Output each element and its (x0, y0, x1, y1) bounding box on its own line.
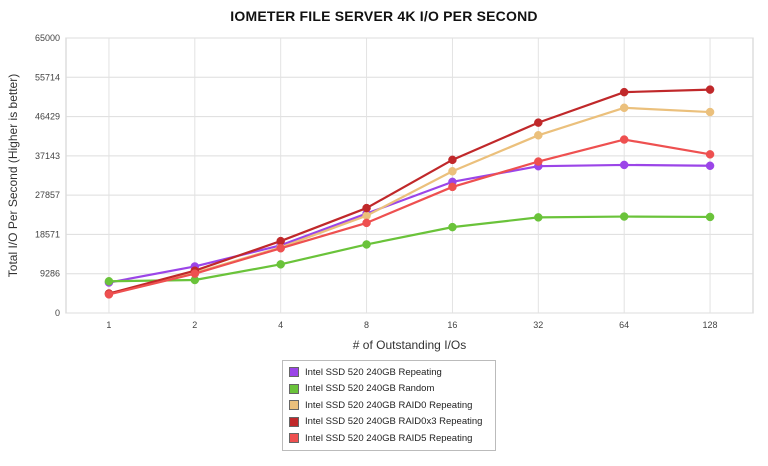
data-point (448, 155, 457, 165)
x-tick-label: 8 (364, 320, 369, 330)
legend-item: Intel SSD 520 240GB RAID0x3 Repeating (289, 414, 489, 431)
data-point (619, 87, 629, 97)
data-point (705, 161, 715, 171)
x-tick-label: 4 (278, 320, 283, 330)
y-tick-label: 0 (55, 308, 60, 318)
legend-item: Intel SSD 520 240GB RAID5 Repeating (289, 430, 489, 447)
x-tick-label: 128 (703, 320, 718, 330)
data-point (705, 212, 715, 222)
legend-label: Intel SSD 520 240GB Random (305, 383, 435, 395)
legend-swatch (289, 433, 299, 444)
legend-label: Intel SSD 520 240GB Repeating (305, 366, 442, 378)
y-tick-label: 18571 (35, 229, 60, 239)
y-tick-label: 46429 (35, 112, 60, 122)
data-point (448, 222, 457, 232)
x-tick-label: 64 (619, 320, 629, 330)
data-point (362, 203, 371, 213)
x-axis-title: # of Outstanding I/Os (353, 338, 466, 352)
legend-swatch (289, 416, 299, 427)
series-line (108, 163, 711, 284)
legend-label: Intel SSD 520 240GB RAID0 Repeating (305, 399, 473, 411)
data-point (619, 135, 629, 144)
data-point (619, 212, 629, 221)
data-point (362, 211, 371, 220)
data-point (534, 131, 543, 140)
legend-item: Intel SSD 520 240GB Repeating (289, 364, 489, 381)
data-point (448, 182, 457, 192)
data-point (534, 118, 543, 127)
data-point (362, 240, 371, 249)
data-point (190, 269, 200, 278)
x-tick-label: 2 (192, 320, 197, 330)
data-point (276, 244, 285, 253)
legend-item: Intel SSD 520 240GB Random (289, 381, 489, 398)
legend-swatch (289, 400, 299, 411)
y-tick-label: 37143 (35, 151, 60, 161)
data-point (276, 260, 285, 269)
plot-frame (65, 37, 754, 314)
y-tick-label: 55714 (35, 72, 60, 82)
legend: Intel SSD 520 240GB Repeating Intel SSD 5… (282, 360, 496, 451)
x-tick-label: 32 (533, 320, 543, 330)
data-point (276, 236, 285, 246)
legend-swatch (289, 367, 299, 378)
y-tick-label: 27857 (35, 190, 60, 200)
data-point (534, 157, 543, 166)
data-point (104, 290, 114, 299)
y-tick-label: 65000 (35, 33, 60, 43)
y-axis-title: Total I/O Per Second (Higher is better) (6, 74, 20, 277)
data-point (534, 213, 543, 222)
series-line (108, 215, 711, 283)
x-tick-label: 1 (106, 320, 111, 330)
x-tick-label: 16 (447, 320, 457, 330)
data-point (705, 85, 715, 94)
data-point (362, 218, 371, 228)
data-point (705, 150, 715, 159)
legend-item: Intel SSD 520 240GB RAID0 Repeating (289, 397, 489, 414)
series-line (108, 138, 711, 296)
chart-title: IOMETER FILE SERVER 4K I/O PER SECOND (230, 8, 538, 24)
data-point (619, 103, 629, 113)
data-point (705, 107, 715, 117)
data-point (619, 160, 629, 170)
legend-label: Intel SSD 520 240GB RAID5 Repeating (305, 432, 473, 444)
legend-swatch (289, 383, 299, 394)
series-line (108, 88, 711, 295)
data-point (104, 277, 114, 286)
data-point (448, 167, 457, 176)
y-tick-label: 9286 (40, 269, 60, 279)
legend-label: Intel SSD 520 240GB RAID0x3 Repeating (305, 416, 483, 428)
